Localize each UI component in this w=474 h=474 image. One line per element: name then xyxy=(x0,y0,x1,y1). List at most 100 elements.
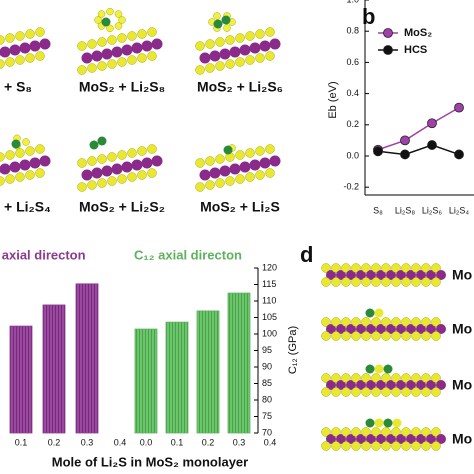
mo-atom xyxy=(406,380,416,390)
sulfur-atom xyxy=(25,146,35,156)
mo-atom xyxy=(121,161,133,173)
sulfur-atom xyxy=(392,418,402,428)
sulfur-atom xyxy=(97,10,106,18)
sulfur-atom xyxy=(5,150,15,160)
mo-atom xyxy=(219,48,231,60)
structure-label: MoS₂ + Li₂S xyxy=(200,199,280,215)
mo-atom xyxy=(396,380,406,390)
sulfur-atom xyxy=(25,29,35,39)
sulfur-atom xyxy=(374,364,384,374)
sulfur-atom xyxy=(25,53,35,63)
li-atom xyxy=(11,139,21,149)
monolayer-label: Mo xyxy=(452,321,472,337)
sulfur-atom xyxy=(401,441,411,451)
point xyxy=(427,118,437,129)
mo-atom xyxy=(19,159,31,171)
sulfur-atom xyxy=(421,331,431,341)
mo-atom xyxy=(0,46,11,58)
bar xyxy=(42,304,66,434)
mo-atom xyxy=(356,270,366,280)
mo-atom xyxy=(346,380,356,390)
sulfur-atom xyxy=(331,277,341,287)
x-tick-label: 0.1 xyxy=(15,437,28,447)
x-tick-label: Li₂S₆ xyxy=(422,205,443,215)
sulfur-atom xyxy=(421,263,431,273)
sulfur-atom xyxy=(421,277,431,287)
mo-atom xyxy=(436,380,446,390)
mo-atom xyxy=(436,324,446,334)
point xyxy=(454,149,464,160)
sulfur-atom xyxy=(341,277,351,287)
sulfur-atom xyxy=(107,35,117,45)
mo-atom xyxy=(416,380,426,390)
legend-marker xyxy=(383,45,393,55)
sulfur-atom xyxy=(391,427,401,437)
mo-atom xyxy=(111,163,123,175)
mo-atom xyxy=(406,270,416,280)
sulfur-atom xyxy=(321,427,331,437)
mo-atom xyxy=(101,48,113,60)
mo-atom xyxy=(141,40,153,52)
mo-atom xyxy=(376,270,386,280)
monolayer-label: Mo xyxy=(452,431,472,447)
sulfur-atom xyxy=(245,172,255,182)
sulfur-atom xyxy=(87,156,97,166)
sulfur-atom xyxy=(0,35,5,45)
mo-atom xyxy=(436,270,446,280)
point xyxy=(427,140,437,150)
mo-atom xyxy=(386,380,396,390)
monolayer-label: Mo xyxy=(452,377,472,393)
sulfur-atom xyxy=(205,180,215,190)
sulfur-atom xyxy=(117,174,127,184)
sulfur-atom xyxy=(431,387,441,397)
mo-atom xyxy=(376,380,386,390)
sulfur-atom xyxy=(35,27,45,37)
sulfur-atom xyxy=(205,63,215,73)
sulfur-atom xyxy=(421,441,431,451)
sulfur-atom xyxy=(411,441,421,451)
sulfur-atom xyxy=(87,39,97,49)
sulfur-atom xyxy=(215,178,225,188)
sulfur-atom xyxy=(15,31,25,41)
sulfur-atom xyxy=(35,51,45,61)
sulfur-atom xyxy=(147,168,157,178)
mo-atom xyxy=(131,42,143,54)
chart-title: C₁₁ axial directon xyxy=(0,247,86,262)
li-atom xyxy=(383,364,393,374)
mo-atom xyxy=(336,434,346,444)
sulfur-atom xyxy=(114,10,123,18)
y-tick-label: 80 xyxy=(262,394,272,404)
sulfur-atom xyxy=(127,31,137,41)
mo-atom xyxy=(209,50,221,62)
li-atom xyxy=(383,418,393,428)
x-tick-label: S₈ xyxy=(373,205,383,215)
bar xyxy=(227,292,251,434)
sulfur-atom xyxy=(361,277,371,287)
sulfur-atom xyxy=(331,387,341,397)
sulfur-atom xyxy=(361,427,371,437)
li-atom xyxy=(213,19,223,29)
mo-atom xyxy=(416,270,426,280)
sulfur-atom xyxy=(361,331,371,341)
li-atom xyxy=(97,136,107,146)
sulfur-atom xyxy=(391,387,401,397)
mo-atom xyxy=(396,434,406,444)
sulfur-atom xyxy=(255,53,265,63)
sulfur-atom xyxy=(341,317,351,327)
sulfur-atom xyxy=(411,317,421,327)
mo-atom xyxy=(326,434,336,444)
x-tick-label: 0.4 xyxy=(114,437,127,447)
sulfur-atom xyxy=(431,427,441,437)
mo-atom xyxy=(121,44,133,56)
sulfur-atom xyxy=(265,168,275,178)
sulfur-atom xyxy=(235,57,245,67)
sulfur-atom xyxy=(245,31,255,41)
x-axis-label: Mole of Li₂S in MoS₂ monolayer xyxy=(52,454,248,469)
sulfur-atom xyxy=(431,263,441,273)
x-tick-label: 0.2 xyxy=(202,437,215,447)
sulfur-atom xyxy=(371,317,381,327)
mo-atom xyxy=(199,169,211,181)
sulfur-atom xyxy=(361,441,371,451)
sulfur-atom xyxy=(411,373,421,383)
sulfur-atom xyxy=(431,317,441,327)
